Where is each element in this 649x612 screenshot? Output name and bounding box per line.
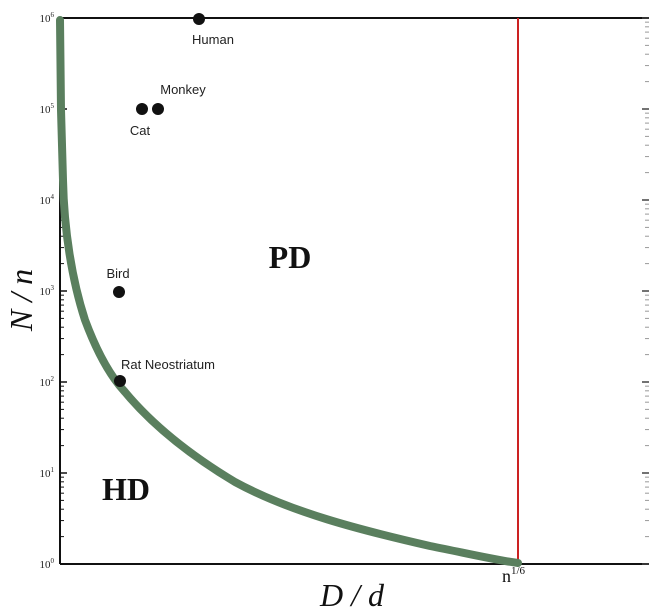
data-point	[113, 286, 125, 298]
y-tick-label: 104	[40, 193, 55, 207]
y-tick-base: 10	[40, 104, 52, 116]
region-label-hd: HD	[102, 471, 150, 507]
y-tick-exp: 0	[51, 557, 55, 565]
y-tick-label: 103	[40, 284, 55, 298]
y-tick-base: 10	[40, 559, 52, 571]
y-tick-base: 10	[40, 377, 52, 389]
y-tick-base: 10	[40, 13, 52, 25]
data-point	[136, 103, 148, 115]
y-tick-label: 100	[40, 557, 55, 571]
reference-label-exp: 1/6	[511, 565, 526, 577]
y-tick-exp: 4	[51, 193, 55, 201]
right-side-ticks	[642, 17, 649, 565]
y-tick-exp: 3	[51, 284, 55, 292]
y-axis-title: N / n	[3, 269, 39, 332]
data-point	[152, 103, 164, 115]
boundary-curve	[56, 16, 522, 567]
y-tick-exp: 6	[51, 11, 55, 19]
data-point-label: Rat Neostriatum	[121, 357, 215, 372]
y-tick-label: 106	[40, 11, 55, 25]
y-tick-exp: 2	[51, 375, 55, 383]
data-point	[114, 375, 126, 387]
y-tick-base: 10	[40, 195, 52, 207]
y-tick-label: 105	[40, 102, 55, 116]
x-axis-title: D / d	[319, 577, 385, 612]
y-tick-label: 102	[40, 375, 55, 389]
data-points: Human Monkey Cat Bird Rat Neostriatum	[106, 13, 234, 387]
data-point-label: Cat	[130, 123, 151, 138]
data-point-label: Monkey	[160, 82, 206, 97]
reference-label-base: n	[502, 566, 511, 586]
data-point-label: Bird	[106, 266, 129, 281]
y-tick-exp: 1	[51, 466, 55, 474]
y-tick-exp: 5	[51, 102, 55, 110]
y-tick-base: 10	[40, 286, 52, 298]
y-tick-base: 10	[40, 468, 52, 480]
region-label-pd: PD	[269, 239, 312, 275]
data-point-label: Human	[192, 32, 234, 47]
reference-line-label: n1/6	[502, 565, 526, 586]
data-point	[193, 13, 205, 25]
y-tick-label: 101	[40, 466, 55, 480]
